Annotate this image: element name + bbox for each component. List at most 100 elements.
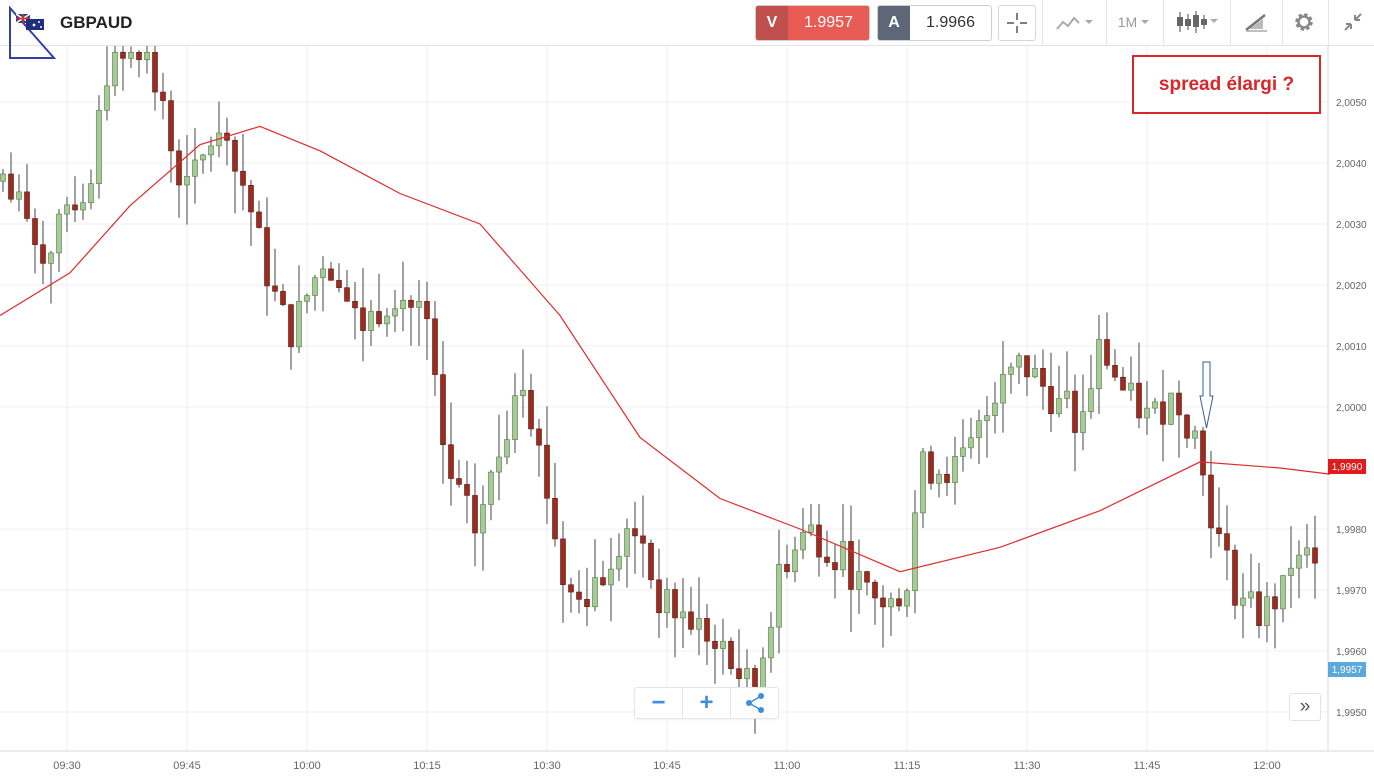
candle-up	[856, 571, 862, 590]
candle-up	[696, 618, 702, 630]
candle-up	[792, 549, 798, 573]
candle-down	[824, 556, 830, 563]
candle-up	[984, 415, 990, 421]
candle-down	[896, 598, 902, 607]
candle-down	[176, 150, 182, 186]
candle-up	[296, 301, 302, 348]
candle-up	[800, 531, 806, 551]
candlestick-series	[0, 11, 1318, 734]
timeframe-label: 1M	[1117, 14, 1138, 30]
candle-down	[424, 301, 430, 320]
candle-up	[664, 589, 670, 614]
y-tick-label: 2,0010	[1336, 342, 1367, 353]
candle-up	[56, 213, 62, 254]
x-tick-label: 11:45	[1134, 760, 1161, 772]
zoom-out-button[interactable]: −	[635, 688, 683, 718]
sell-price: 1.9957	[788, 6, 869, 40]
candle-up	[1152, 401, 1158, 409]
share-button[interactable]	[731, 688, 778, 718]
candle-up	[200, 154, 206, 161]
candle-down	[352, 301, 358, 309]
sell-label: V	[756, 6, 788, 40]
candle-up	[616, 556, 622, 570]
candle-down	[632, 528, 638, 537]
settings-button[interactable]	[1288, 5, 1320, 39]
collapse-button[interactable]	[1336, 5, 1370, 39]
candle-down	[440, 374, 446, 446]
candle-down	[360, 307, 366, 331]
candle-down	[1216, 527, 1222, 534]
candle-up	[80, 202, 86, 211]
candle-down	[1024, 355, 1030, 378]
candle-down	[160, 91, 166, 101]
candle-up	[1016, 355, 1022, 368]
candle-up	[128, 52, 134, 59]
candle-down	[672, 589, 678, 619]
candle-down	[728, 640, 734, 669]
share-icon	[745, 693, 764, 713]
chart-type-button[interactable]	[1052, 5, 1098, 39]
candle-up	[488, 471, 494, 505]
buy-button[interactable]: A 1.9966	[877, 5, 992, 41]
candle-up	[624, 528, 630, 557]
candle-up	[936, 473, 942, 484]
candle-down	[272, 285, 278, 292]
candle-down	[712, 640, 718, 649]
candle-down	[576, 591, 582, 600]
candle-down	[472, 495, 478, 534]
candle-down	[784, 564, 790, 573]
crosshair-button[interactable]	[998, 5, 1036, 41]
candle-up	[304, 295, 310, 302]
candle-down	[40, 244, 46, 264]
x-tick-label: 10:00	[293, 760, 321, 772]
candle-up	[1000, 374, 1006, 404]
scroll-to-latest-button[interactable]: »	[1289, 693, 1321, 721]
candle-down	[1104, 339, 1110, 366]
candle-down	[152, 52, 158, 93]
buy-price: 1.9966	[926, 14, 975, 31]
candle-up	[384, 315, 390, 325]
candle-down	[1176, 392, 1182, 416]
candle-up	[968, 437, 974, 449]
candle-down	[280, 291, 286, 305]
candle-down	[1040, 367, 1046, 387]
y-tick-label: 2,0000	[1336, 403, 1367, 414]
symbol-name: GBPAUD	[60, 13, 133, 32]
candle-down	[448, 444, 454, 479]
candle-down	[944, 473, 950, 483]
x-tick-label: 09:45	[173, 760, 201, 772]
candle-up	[1264, 596, 1270, 626]
crosshair-icon	[1007, 13, 1027, 33]
annotation-box: spread élargi ?	[1132, 55, 1321, 114]
candle-up	[184, 176, 190, 186]
candle-down	[536, 428, 542, 446]
candle-down	[336, 280, 342, 288]
candle-up	[1192, 430, 1198, 439]
draw-tool-button[interactable]	[1238, 5, 1274, 39]
candle-up	[1296, 554, 1302, 569]
timeframe-button[interactable]: 1M	[1114, 5, 1154, 39]
draw-triangle-icon	[9, 6, 56, 59]
zoom-in-button[interactable]: +	[683, 688, 731, 718]
sell-button[interactable]: V 1.9957	[755, 5, 870, 41]
bid-price-tag: 1,9990	[1328, 459, 1366, 474]
y-tick-label: 1,9970	[1336, 586, 1367, 597]
candle-down	[1208, 474, 1214, 529]
y-tick-label: 2,0050	[1336, 98, 1367, 109]
candle-down	[408, 299, 414, 308]
candle-down	[328, 268, 334, 281]
buy-label: A	[878, 6, 910, 40]
candle-up	[720, 640, 726, 649]
candle-down	[832, 562, 838, 571]
time-axis: 09:30 09:45 10:00 10:15 10:30 10:45 11:00 11:15…	[53, 760, 1281, 772]
candle-up	[320, 268, 326, 278]
candle-type-button[interactable]	[1172, 5, 1222, 39]
line-chart-icon	[1056, 16, 1093, 30]
candle-down	[1112, 365, 1118, 378]
candle-up	[912, 512, 918, 591]
y-tick-label: 1,9960	[1336, 647, 1367, 658]
candle-down	[1232, 549, 1238, 606]
candle-up	[1248, 591, 1254, 599]
candle-up	[64, 204, 70, 215]
